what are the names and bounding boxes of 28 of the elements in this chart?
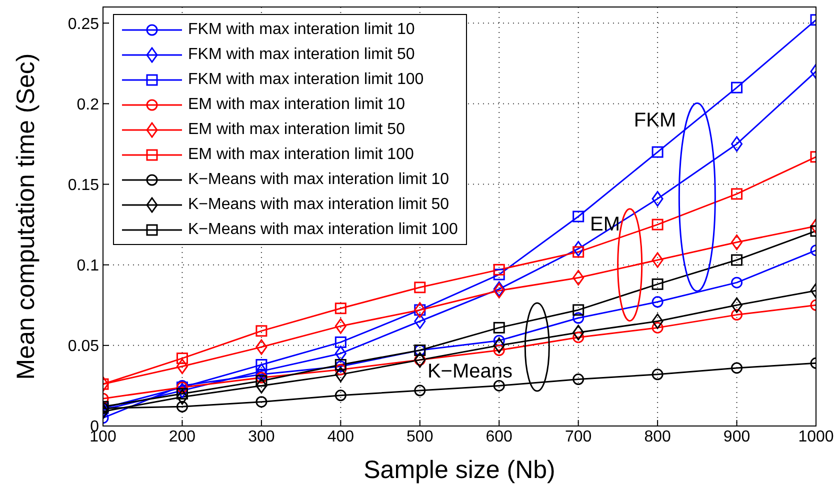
legend-label: EM with max interation limit 100 bbox=[188, 146, 414, 164]
legend-label: K−Means with max interation limit 10 bbox=[188, 170, 449, 188]
annotation: K−Means bbox=[427, 360, 513, 382]
legend-label: K−Means with max interation limit 50 bbox=[188, 196, 449, 214]
x-tick-label: 900 bbox=[723, 428, 750, 446]
x-tick-label: 400 bbox=[327, 428, 354, 446]
x-tick-label: 300 bbox=[248, 428, 275, 446]
annotation: EM bbox=[590, 213, 620, 236]
x-tick-label: 600 bbox=[486, 428, 513, 446]
x-tick-label: 200 bbox=[168, 428, 196, 446]
y-tick-label: 0.2 bbox=[76, 96, 100, 114]
legend-label: FKM with max interation limit 50 bbox=[188, 46, 415, 64]
legend-label: K−Means with max interation limit 100 bbox=[188, 220, 458, 238]
legend-label: FKM with max interation limit 100 bbox=[188, 70, 424, 88]
x-tick-label: 800 bbox=[644, 428, 671, 446]
legend-label: EM with max interation limit 50 bbox=[188, 120, 405, 138]
y-tick-label: 0.25 bbox=[68, 16, 100, 33]
x-tick-label: 700 bbox=[564, 428, 592, 446]
y-tick-label: 0.1 bbox=[76, 258, 100, 275]
x-tick-label: 500 bbox=[406, 428, 434, 446]
y-tick-label: 0.15 bbox=[68, 176, 100, 194]
y-tick-label: 0.05 bbox=[68, 338, 100, 356]
y-axis-title: Mean computation time (Sec) bbox=[12, 53, 40, 380]
x-tick-label: 1000 bbox=[798, 428, 834, 446]
x-axis-title: Sample size (Nb) bbox=[364, 456, 556, 484]
legend-label: FKM with max interation limit 10 bbox=[188, 20, 415, 38]
annotation: FKM bbox=[634, 109, 676, 132]
legend-label: EM with max interation limit 10 bbox=[188, 96, 405, 114]
